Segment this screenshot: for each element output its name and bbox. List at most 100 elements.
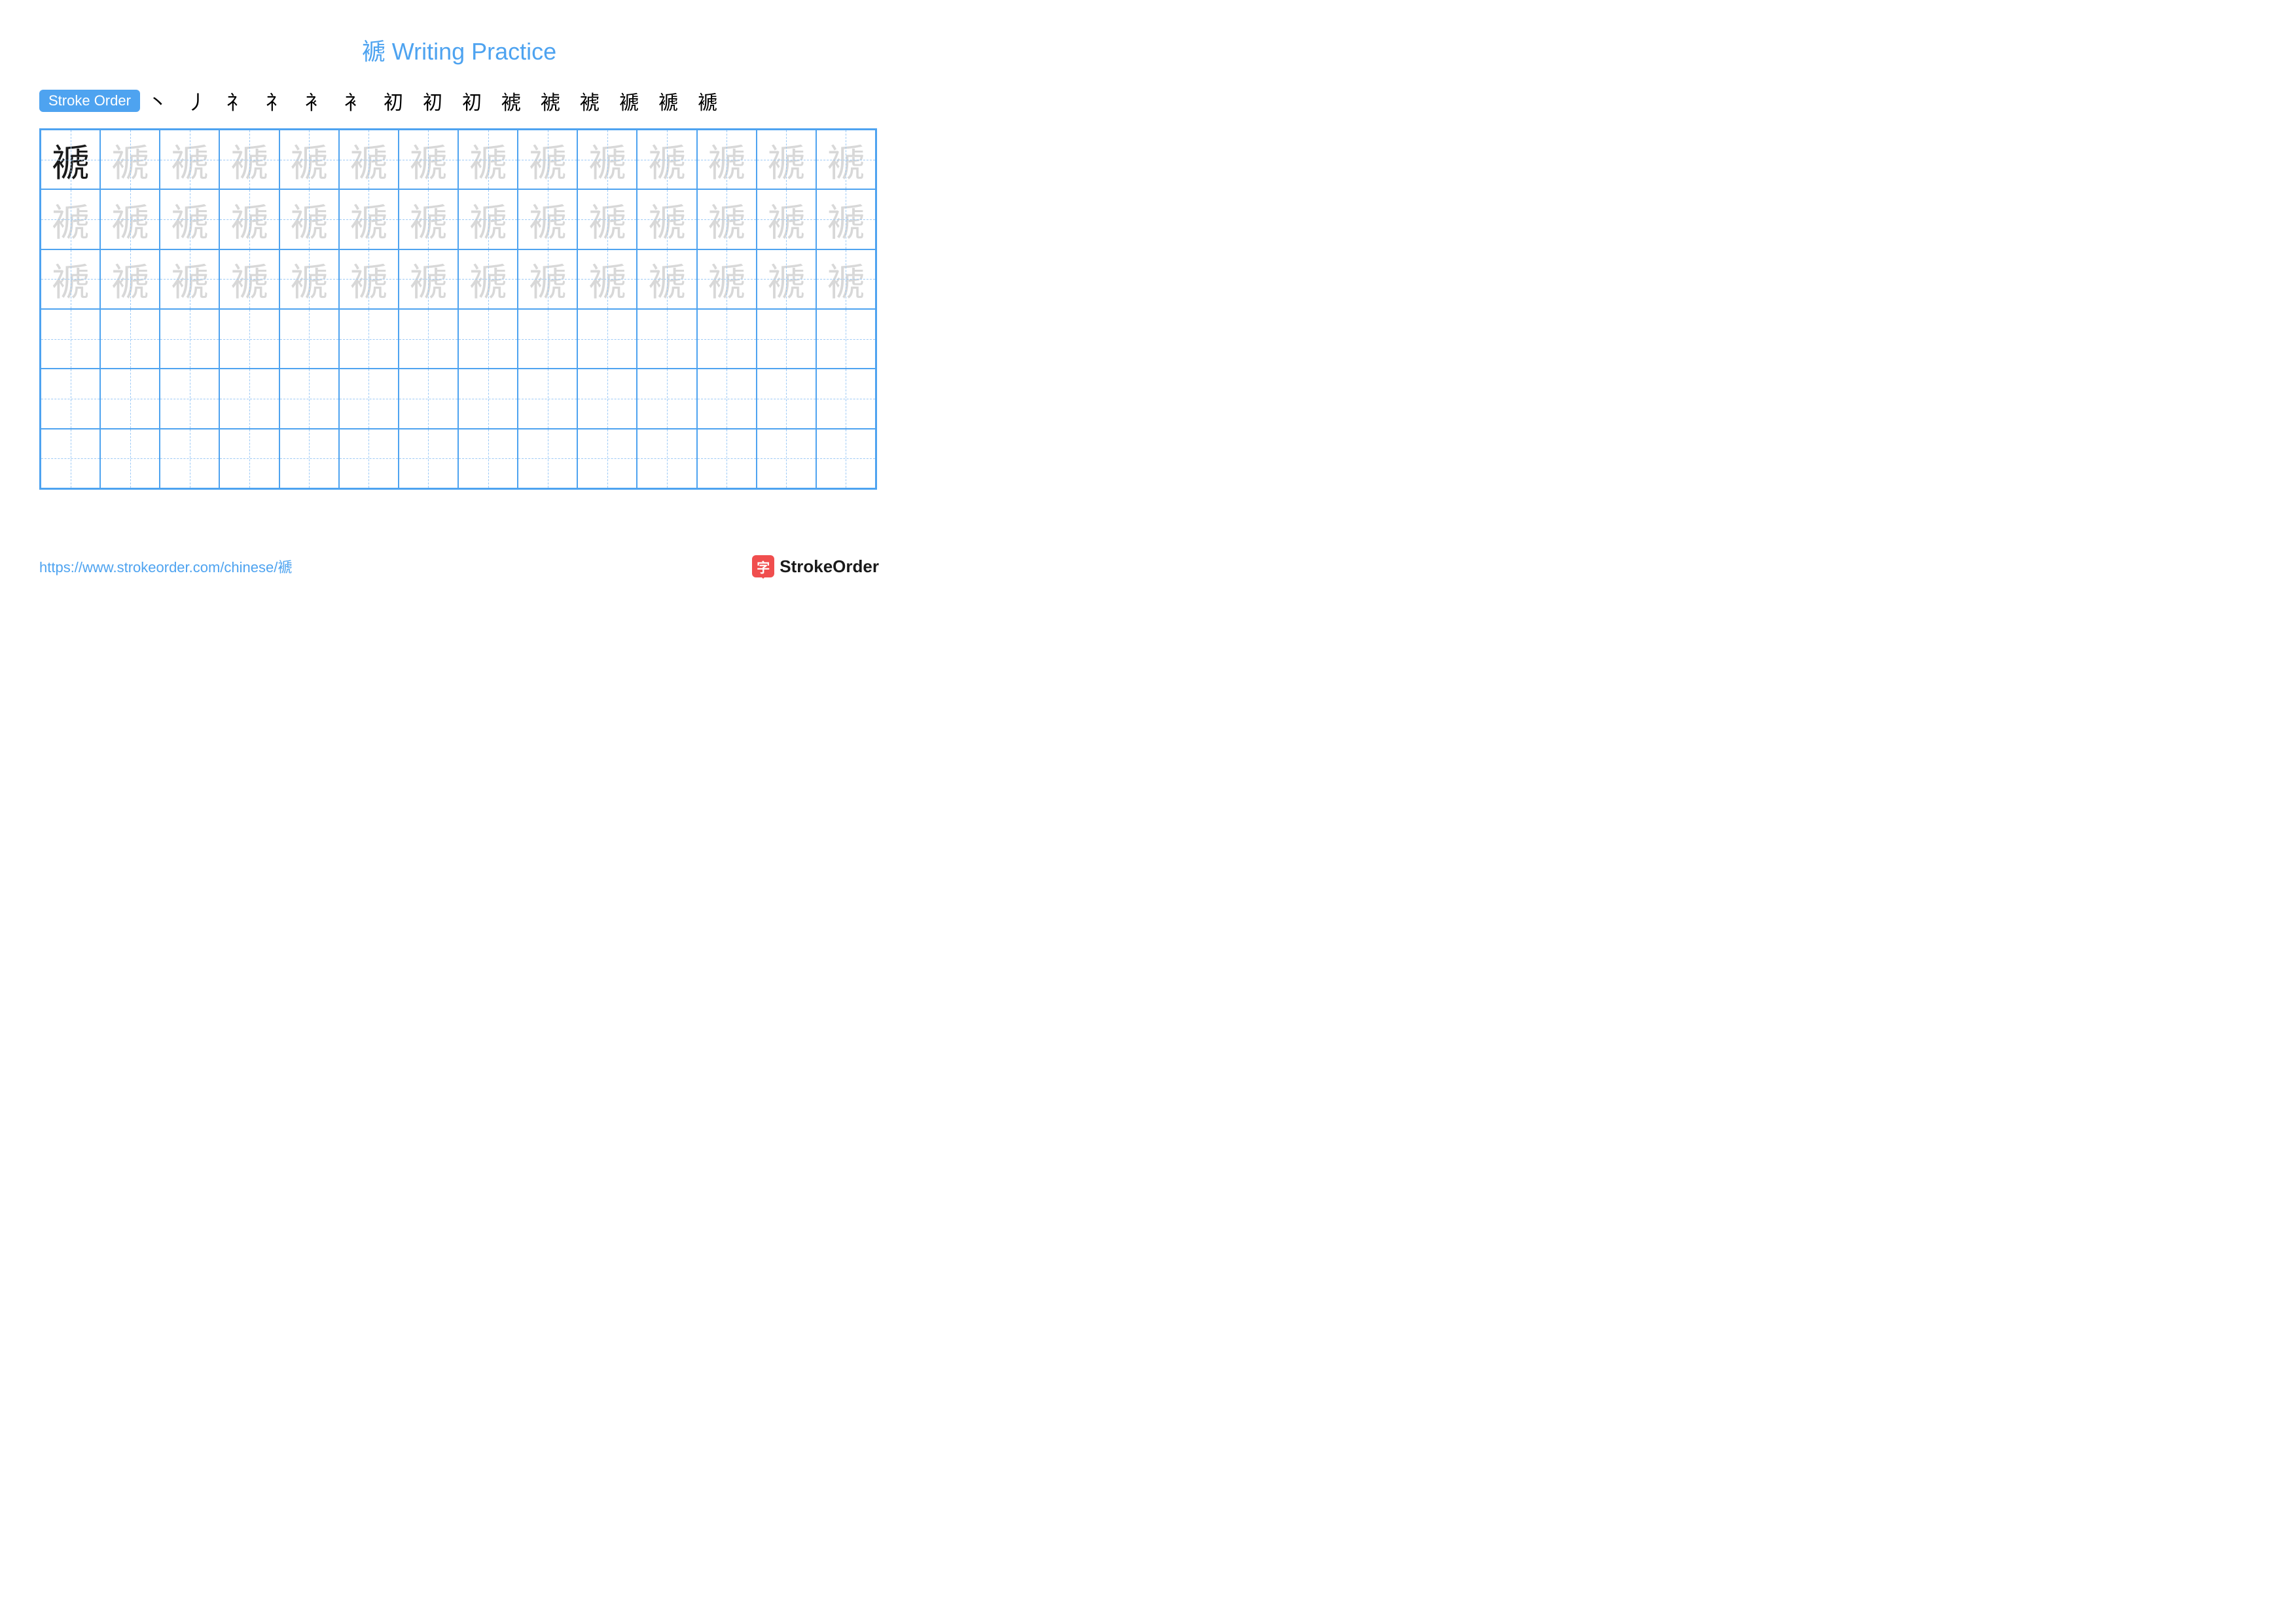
grid-cell: 褫 bbox=[41, 189, 100, 249]
grid-cell: 褫 bbox=[518, 249, 577, 309]
grid-cell bbox=[458, 429, 518, 488]
grid-cell: 褫 bbox=[339, 249, 399, 309]
grid-cell: 褫 bbox=[279, 130, 339, 189]
grid-cell: 褫 bbox=[637, 249, 696, 309]
grid-cell: 褫 bbox=[160, 249, 219, 309]
grid-cell bbox=[160, 309, 219, 369]
stroke-step: 初 bbox=[423, 86, 442, 115]
grid-cell bbox=[279, 429, 339, 488]
stroke-order-steps: 丶丿礻礻衤衤初初初裭裭裭褫褫褫 bbox=[148, 86, 717, 115]
grid-cell bbox=[41, 309, 100, 369]
grid-cell: 褫 bbox=[816, 189, 876, 249]
grid-cell bbox=[219, 309, 279, 369]
grid-cell bbox=[816, 369, 876, 428]
grid-cell: 褫 bbox=[399, 189, 458, 249]
grid-cell: 褫 bbox=[697, 249, 757, 309]
stroke-step: 礻 bbox=[226, 86, 246, 115]
grid-cell: 褫 bbox=[577, 249, 637, 309]
grid-cell bbox=[577, 429, 637, 488]
grid-cell: 褫 bbox=[577, 189, 637, 249]
logo-text: StrokeOrder bbox=[780, 556, 879, 577]
grid-cell: 褫 bbox=[41, 130, 100, 189]
stroke-step: 丶 bbox=[148, 86, 168, 115]
grid-cell bbox=[100, 429, 160, 488]
grid-cell bbox=[100, 369, 160, 428]
stroke-order-row: Stroke Order 丶丿礻礻衤衤初初初裭裭裭褫褫褫 bbox=[39, 86, 879, 115]
grid-cell bbox=[399, 309, 458, 369]
stroke-step: 褫 bbox=[619, 86, 639, 115]
grid-cell bbox=[757, 429, 816, 488]
grid-cell: 褫 bbox=[697, 130, 757, 189]
grid-cell bbox=[100, 309, 160, 369]
logo-badge-icon: 字 bbox=[752, 555, 774, 577]
logo: 字 StrokeOrder bbox=[752, 555, 879, 577]
page-title: 褫 Writing Practice bbox=[39, 33, 879, 67]
grid-cell: 褫 bbox=[757, 249, 816, 309]
stroke-step: 裭 bbox=[541, 86, 560, 115]
grid-cell: 褫 bbox=[816, 249, 876, 309]
grid-cell: 褫 bbox=[339, 130, 399, 189]
grid-cell bbox=[637, 429, 696, 488]
grid-cell bbox=[637, 309, 696, 369]
grid-cell bbox=[279, 369, 339, 428]
grid-cell bbox=[339, 429, 399, 488]
grid-cell: 褫 bbox=[816, 130, 876, 189]
grid-cell: 褫 bbox=[160, 130, 219, 189]
grid-cell: 褫 bbox=[160, 189, 219, 249]
stroke-step: 衤 bbox=[305, 86, 325, 115]
grid-cell bbox=[816, 429, 876, 488]
stroke-step: 裭 bbox=[501, 86, 521, 115]
stroke-step: 初 bbox=[384, 86, 403, 115]
grid-cell bbox=[339, 369, 399, 428]
grid-cell: 褫 bbox=[339, 189, 399, 249]
stroke-step: 裭 bbox=[580, 86, 600, 115]
grid-cell bbox=[697, 429, 757, 488]
grid-cell: 褫 bbox=[399, 130, 458, 189]
grid-cell: 褫 bbox=[458, 249, 518, 309]
grid-cell: 褫 bbox=[757, 189, 816, 249]
stroke-step: 衤 bbox=[344, 86, 364, 115]
grid-cell bbox=[518, 369, 577, 428]
grid-cell bbox=[41, 429, 100, 488]
grid-cell bbox=[458, 369, 518, 428]
grid-cell bbox=[697, 369, 757, 428]
grid-cell bbox=[279, 309, 339, 369]
grid-cell: 褫 bbox=[458, 130, 518, 189]
stroke-step: 褫 bbox=[658, 86, 678, 115]
source-url[interactable]: https://www.strokeorder.com/chinese/褫 bbox=[39, 556, 292, 577]
grid-cell: 褫 bbox=[399, 249, 458, 309]
grid-cell bbox=[219, 429, 279, 488]
grid-cell bbox=[518, 429, 577, 488]
grid-cell bbox=[757, 369, 816, 428]
grid-cell bbox=[577, 369, 637, 428]
grid-cell: 褫 bbox=[219, 249, 279, 309]
stroke-step: 褫 bbox=[698, 86, 717, 115]
grid-cell bbox=[399, 429, 458, 488]
grid-cell bbox=[399, 369, 458, 428]
grid-cell: 褫 bbox=[100, 130, 160, 189]
stroke-step: 丿 bbox=[187, 86, 207, 115]
grid-cell bbox=[160, 429, 219, 488]
grid-cell bbox=[577, 309, 637, 369]
grid-cell: 褫 bbox=[219, 130, 279, 189]
grid-cell bbox=[160, 369, 219, 428]
grid-cell bbox=[757, 309, 816, 369]
practice-grid: 褫褫褫褫褫褫褫褫褫褫褫褫褫褫褫褫褫褫褫褫褫褫褫褫褫褫褫褫褫褫褫褫褫褫褫褫褫褫褫褫… bbox=[39, 128, 877, 490]
grid-cell: 褫 bbox=[219, 189, 279, 249]
grid-cell: 褫 bbox=[637, 130, 696, 189]
stroke-step: 礻 bbox=[266, 86, 285, 115]
grid-cell: 褫 bbox=[279, 249, 339, 309]
grid-cell: 褫 bbox=[757, 130, 816, 189]
stroke-order-badge: Stroke Order bbox=[39, 90, 140, 112]
grid-cell bbox=[339, 309, 399, 369]
grid-cell bbox=[41, 369, 100, 428]
grid-cell: 褫 bbox=[637, 189, 696, 249]
grid-cell: 褫 bbox=[458, 189, 518, 249]
grid-cell: 褫 bbox=[697, 189, 757, 249]
grid-cell bbox=[518, 309, 577, 369]
grid-cell: 褫 bbox=[41, 249, 100, 309]
grid-cell bbox=[697, 309, 757, 369]
grid-cell: 褫 bbox=[577, 130, 637, 189]
grid-cell: 褫 bbox=[518, 130, 577, 189]
grid-cell: 褫 bbox=[100, 249, 160, 309]
